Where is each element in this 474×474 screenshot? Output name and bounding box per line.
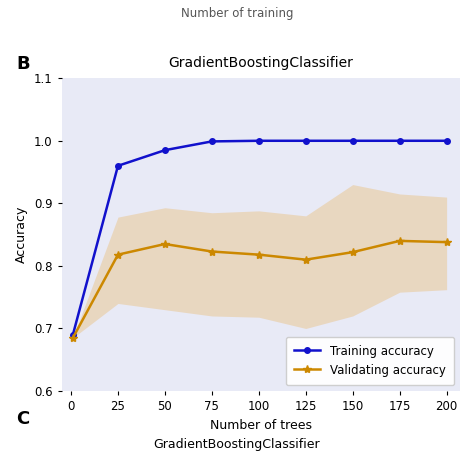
Y-axis label: Accuracy: Accuracy <box>15 206 28 264</box>
Validating accuracy <box>444 239 449 245</box>
Validating accuracy <box>350 249 356 255</box>
Validating accuracy <box>303 257 309 263</box>
Validating accuracy <box>397 238 402 244</box>
Training accuracy <box>162 147 168 153</box>
Validating accuracy <box>162 241 168 247</box>
Text: GradientBoostingClassifier: GradientBoostingClassifier <box>154 438 320 451</box>
Line: Validating accuracy: Validating accuracy <box>69 237 451 342</box>
Legend: Training accuracy, Validating accuracy: Training accuracy, Validating accuracy <box>286 337 454 385</box>
Training accuracy <box>115 163 121 169</box>
Training accuracy <box>70 332 76 337</box>
Line: Training accuracy: Training accuracy <box>70 138 449 337</box>
Training accuracy <box>256 138 262 144</box>
Training accuracy <box>397 138 402 144</box>
Title: GradientBoostingClassifier: GradientBoostingClassifier <box>168 56 353 70</box>
Validating accuracy <box>115 252 121 257</box>
Training accuracy <box>350 138 356 144</box>
Text: Number of training: Number of training <box>181 7 293 20</box>
Validating accuracy <box>256 252 262 257</box>
Text: B: B <box>17 55 30 73</box>
Training accuracy <box>444 138 449 144</box>
Training accuracy <box>209 138 215 144</box>
Validating accuracy <box>209 249 215 255</box>
Text: C: C <box>17 410 30 428</box>
Training accuracy <box>303 138 309 144</box>
X-axis label: Number of trees: Number of trees <box>210 419 312 432</box>
Validating accuracy <box>70 335 76 341</box>
